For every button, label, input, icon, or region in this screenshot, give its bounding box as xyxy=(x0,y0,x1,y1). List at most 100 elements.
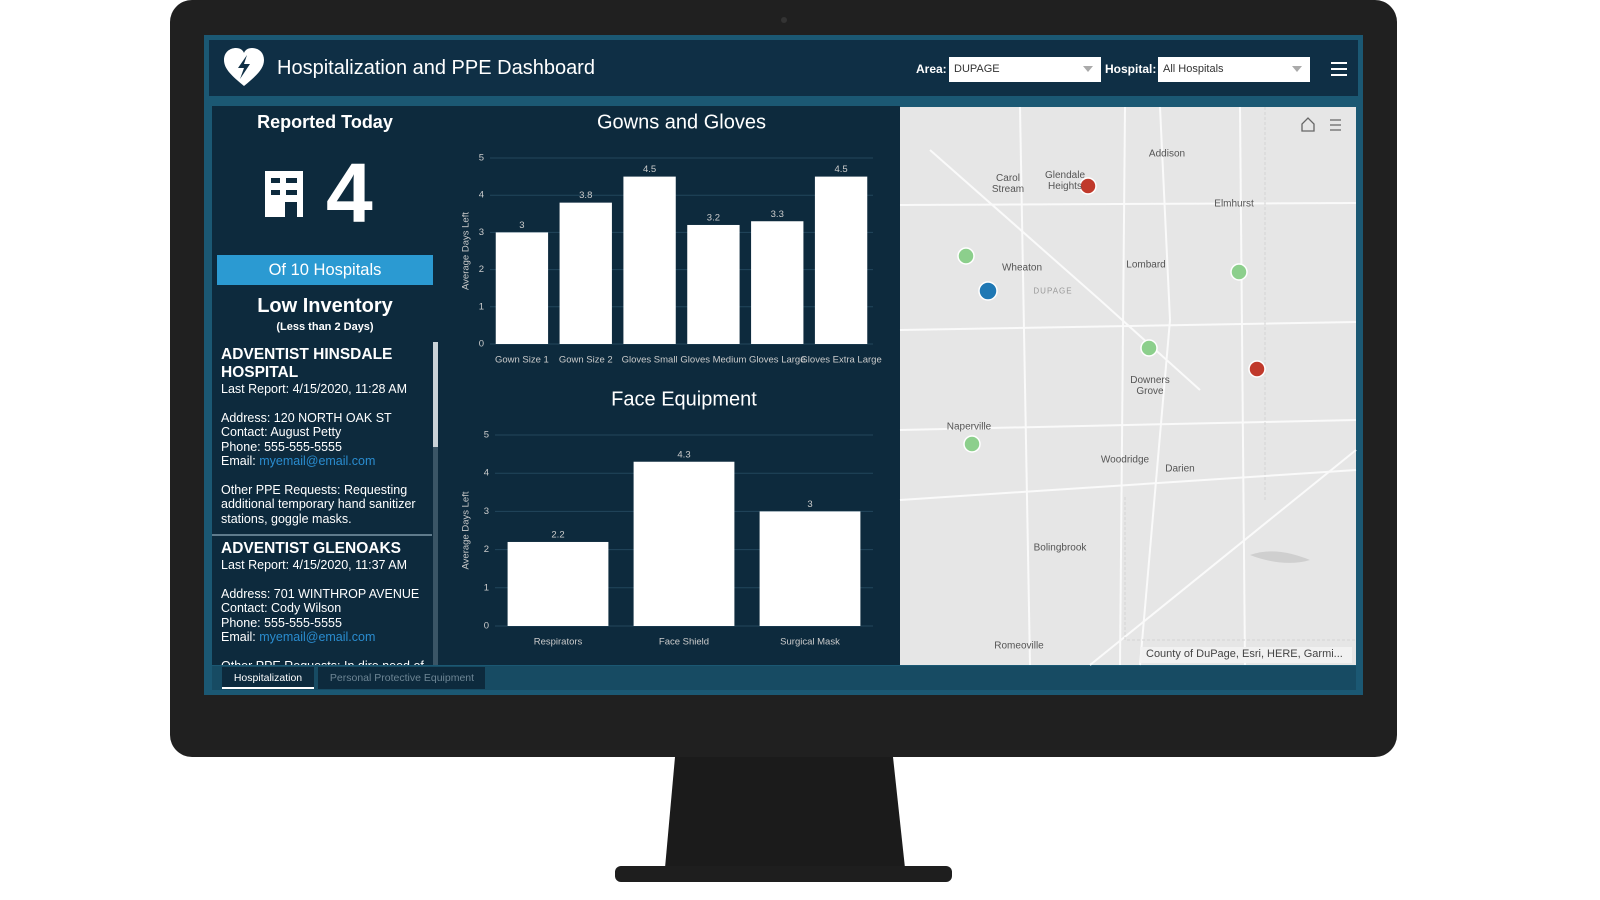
marker-green[interactable] xyxy=(963,435,981,453)
value-label: 3.3 xyxy=(771,209,784,220)
summary-title: Reported Today xyxy=(257,112,393,132)
bar xyxy=(633,461,735,626)
spacer xyxy=(221,645,432,659)
map-label: Bolingbrook xyxy=(1033,542,1087,554)
value-label: 3 xyxy=(519,220,524,231)
spacer xyxy=(221,573,432,587)
menu-icon[interactable] xyxy=(1331,62,1347,76)
value-label: 3.2 xyxy=(707,212,720,223)
address: Address: 701 WINTHROP AVENUE xyxy=(221,586,420,601)
email-label: Email: xyxy=(221,454,256,468)
map-tools[interactable] xyxy=(1301,117,1341,132)
bar xyxy=(495,232,549,344)
marker-green[interactable] xyxy=(1230,263,1248,281)
map-label: Wheaton xyxy=(1001,262,1043,274)
y-tick-label: 2 xyxy=(484,544,489,555)
map-boundaries xyxy=(1124,107,1356,641)
map-label: Elmhurst xyxy=(1214,198,1254,210)
map-markers xyxy=(957,177,1266,453)
filter-select[interactable]: All Hospitals xyxy=(1158,57,1310,82)
email-label: Email: xyxy=(221,630,256,644)
tab-active[interactable] xyxy=(222,667,314,689)
marker-green[interactable] xyxy=(957,247,975,265)
x-tick-label: Gloves Large xyxy=(749,355,806,366)
other-requests: Other PPE Requests: In dire need of xyxy=(221,659,432,666)
map-attribution: County of DuPage, Esri, HERE, Garmi... xyxy=(1146,648,1343,660)
map[interactable] xyxy=(900,107,1356,665)
email-row: Email: myemail@email.com xyxy=(221,630,432,645)
y-tick-label: 3 xyxy=(484,506,489,517)
hospital-item: ADVENTIST GLENOAKS Last Report: 4/15/2020… xyxy=(212,536,432,665)
inventory-title: Low Inventory xyxy=(257,295,393,317)
map-label: Downers Grove xyxy=(1130,375,1170,397)
y-tick-label: 2 xyxy=(479,264,484,275)
hospitals-banner xyxy=(217,255,433,285)
x-tick-label: Gown Size 1 xyxy=(495,355,549,366)
dashboard-title: Hospitalization and PPE Dashboard xyxy=(277,57,595,79)
value-label: 2.2 xyxy=(551,529,564,540)
value-label: 4.5 xyxy=(643,164,656,175)
y-tick-label: 4 xyxy=(484,468,489,479)
y-tick-label: 0 xyxy=(484,621,489,632)
tab[interactable] xyxy=(318,667,485,689)
hospital-item: ADVENTIST HINSDALE HOSPITAL Last Report: … xyxy=(212,342,432,536)
value-label: 4.3 xyxy=(677,449,690,460)
scrollbar-track xyxy=(433,342,438,665)
marker-hospital[interactable] xyxy=(978,281,998,301)
x-tick-label: Face Shield xyxy=(659,637,709,648)
hospital-list[interactable]: ADVENTIST HINSDALE HOSPITAL Last Report: … xyxy=(212,342,432,665)
map-roads xyxy=(899,106,1357,666)
map-label: Glendale Heights xyxy=(1044,170,1086,192)
tab-label[interactable]: Personal Protective Equipment xyxy=(330,672,474,684)
value-label: 3 xyxy=(807,499,812,510)
phone: Phone: 555-555-5555 xyxy=(221,615,342,630)
email-row: Email: myemail@email.com xyxy=(221,454,432,469)
email-link[interactable]: myemail@email.com xyxy=(259,454,376,468)
last-report: Last Report: 4/15/2020, 11:37 AM xyxy=(221,558,408,572)
marker-red[interactable] xyxy=(1079,177,1097,195)
x-tick-label: Gloves Medium xyxy=(680,355,746,366)
x-tick-label: Gloves Extra Large xyxy=(800,355,881,366)
contact: Contact: Cody Wilson xyxy=(221,601,342,615)
tab-label[interactable]: Hospitalization xyxy=(234,672,302,684)
value-label: 3.8 xyxy=(579,190,592,201)
map-label: Woodridge xyxy=(1100,454,1150,466)
bar xyxy=(814,176,868,344)
map-label: Romeoville xyxy=(994,640,1044,652)
tab-underline xyxy=(222,687,314,689)
marker-red[interactable] xyxy=(1248,360,1266,378)
y-tick-label: 4 xyxy=(479,190,484,201)
hospital-icon xyxy=(265,171,303,217)
chart-title: Face Equipment xyxy=(611,388,757,410)
map-label: Naperville xyxy=(946,421,992,433)
marker-green[interactable] xyxy=(1140,339,1158,357)
email-link[interactable]: myemail@email.com xyxy=(259,630,376,644)
hospital-name: ADVENTIST GLENOAKS xyxy=(221,540,401,557)
y-tick-label: 1 xyxy=(484,582,489,593)
y-axis-label: Average Days Left xyxy=(461,212,472,290)
map-label: Carol Stream xyxy=(991,173,1025,195)
monitor-base xyxy=(615,866,952,882)
scrollbar-thumb[interactable] xyxy=(433,342,438,447)
x-tick-label: Surgical Mask xyxy=(780,637,840,648)
map-label: Lombard xyxy=(1126,259,1166,271)
y-tick-label: 3 xyxy=(479,227,484,238)
filter-select[interactable]: DUPAGE xyxy=(949,57,1101,82)
bar xyxy=(687,224,740,344)
bar xyxy=(559,202,612,344)
logo-bolt xyxy=(238,55,250,79)
y-tick-label: 0 xyxy=(479,339,484,350)
y-axis-label: Average Days Left xyxy=(461,491,472,569)
filter-label: Area: xyxy=(916,62,947,76)
bar xyxy=(623,176,676,344)
y-tick-label: 1 xyxy=(479,301,484,312)
address: Address: 120 NORTH OAK ST xyxy=(221,410,392,425)
map-label: DUPAGE xyxy=(1033,286,1073,296)
bar xyxy=(759,511,861,626)
map-water xyxy=(1250,551,1310,563)
hospital-name: ADVENTIST HINSDALE HOSPITAL xyxy=(221,346,393,381)
monitor-neck xyxy=(665,757,905,868)
contact: Contact: August Petty xyxy=(221,425,342,439)
y-tick-label: 5 xyxy=(484,430,489,441)
x-tick-label: Gloves Small xyxy=(622,355,678,366)
